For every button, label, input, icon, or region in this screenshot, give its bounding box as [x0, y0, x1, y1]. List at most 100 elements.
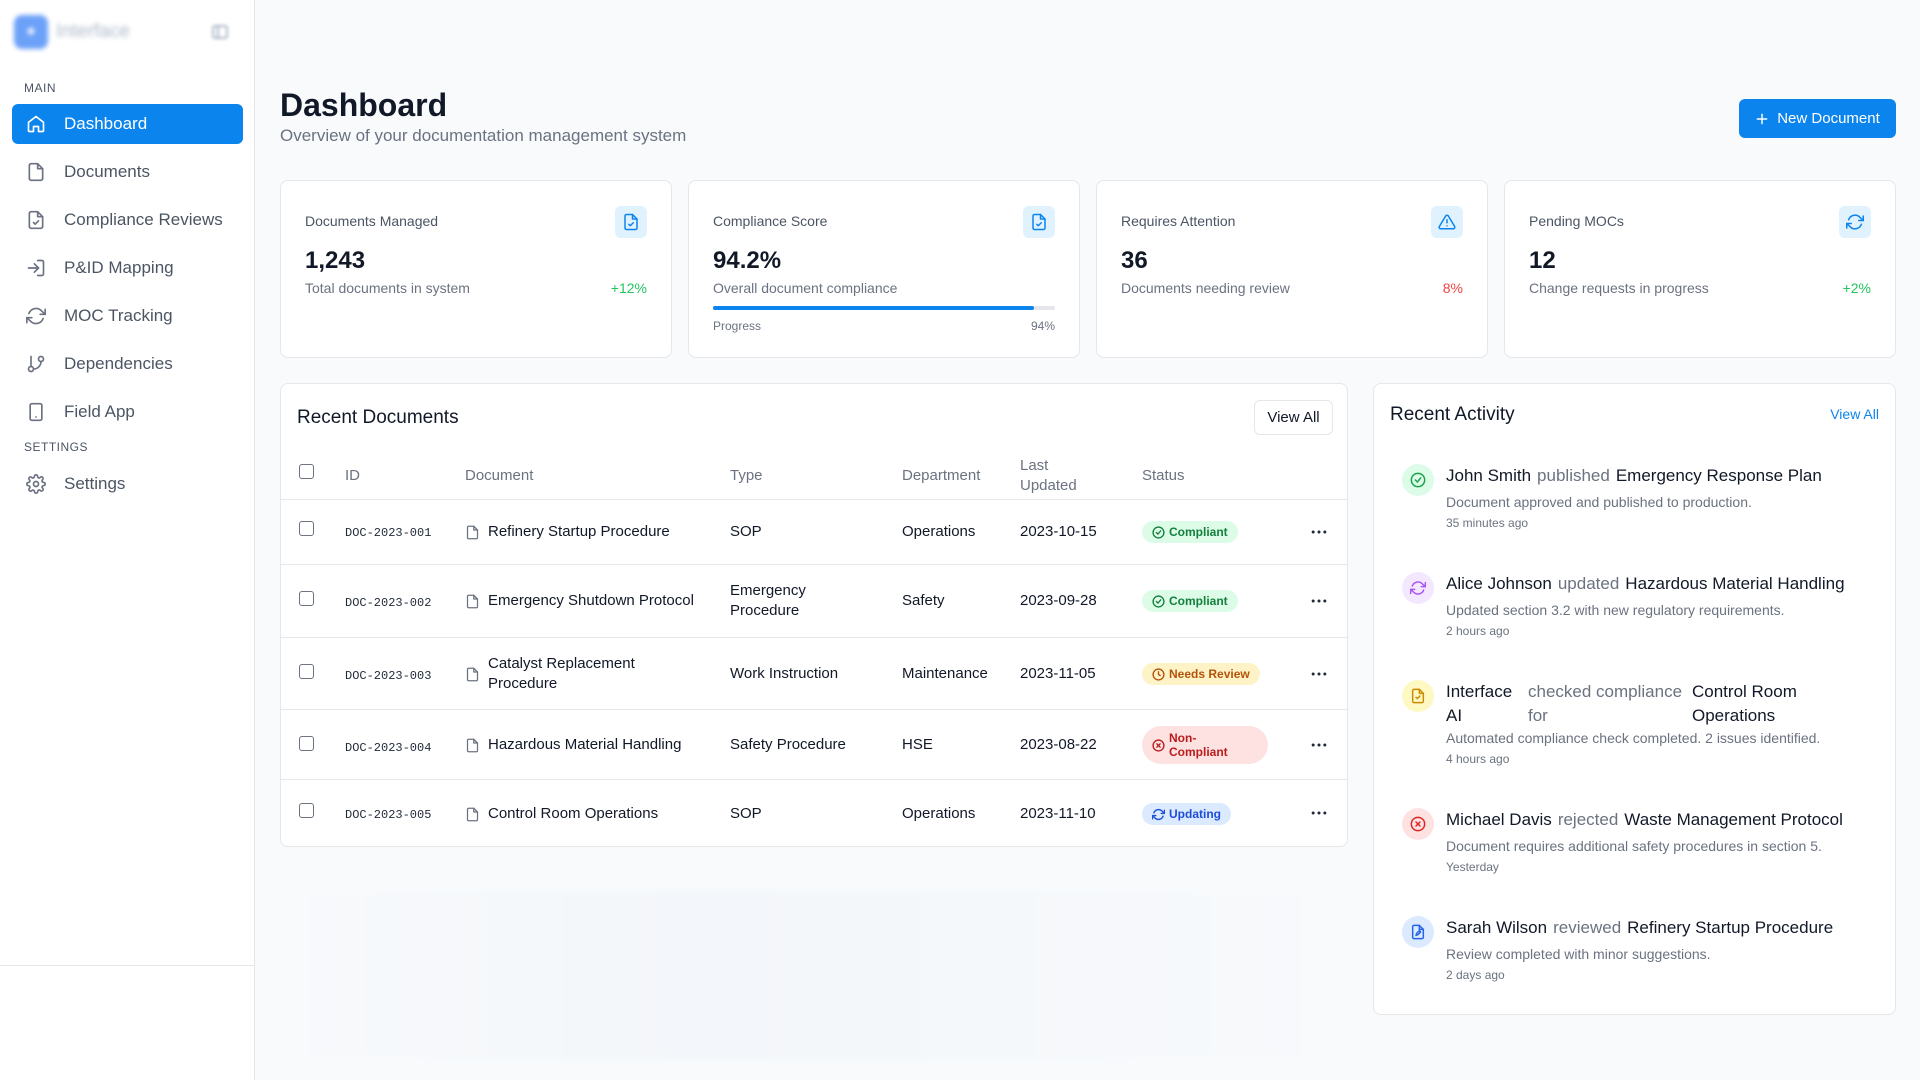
activity-target[interactable]: Hazardous Material Handling	[1625, 574, 1845, 593]
activity-headline: Sarah Wilson reviewed Refinery Startup P…	[1446, 916, 1833, 940]
stat-description: Overall document compliance	[713, 280, 898, 296]
sidebar-item-compliance-reviews[interactable]: Compliance Reviews	[12, 200, 243, 240]
recent-activity-panel: Recent Activity View All John Smith publ…	[1373, 383, 1896, 1015]
more-actions-icon[interactable]	[1309, 664, 1329, 684]
view-all-activity-link[interactable]: View All	[1830, 406, 1879, 422]
doc-id: DOC-2023-003	[345, 669, 432, 683]
activity-item: John Smith published Emergency Response …	[1402, 464, 1882, 554]
sidebar-item-dependencies[interactable]: Dependencies	[12, 344, 243, 384]
sidebar-item-label: Settings	[64, 474, 126, 493]
doc-name-cell[interactable]: Hazardous Material Handling	[465, 735, 705, 755]
doc-department: HSE	[902, 736, 933, 753]
column-header-department[interactable]: Department	[902, 467, 981, 484]
stat-card-requires-attention: Requires Attention 36 Documents needing …	[1096, 180, 1488, 358]
sidebar-item-settings[interactable]: Settings	[12, 464, 243, 504]
table-row[interactable]: DOC-2023-003 Catalyst Replacement Proced…	[281, 638, 1347, 710]
more-actions-icon[interactable]	[1309, 803, 1329, 823]
activity-description: Document approved and published to produ…	[1446, 494, 1752, 510]
activity-target[interactable]: Waste Management Protocol	[1624, 810, 1843, 829]
column-header-document[interactable]: Document	[465, 467, 534, 484]
table-row[interactable]: DOC-2023-005 Control Room Operations SOP…	[281, 780, 1347, 846]
more-actions-icon[interactable]	[1309, 735, 1329, 755]
doc-name[interactable]: Refinery Startup Procedure	[488, 523, 670, 540]
sidebar: ✦ Interface MAIN Dashboard Documents Com…	[0, 0, 255, 1080]
doc-id: DOC-2023-001	[345, 526, 432, 540]
doc-name-cell[interactable]: Catalyst Replacement Procedure	[465, 654, 665, 694]
table-row[interactable]: DOC-2023-002 Emergency Shutdown Protocol…	[281, 565, 1347, 638]
row-checkbox[interactable]	[299, 736, 314, 751]
sidebar-item-label: Dashboard	[64, 114, 148, 133]
doc-type: Emergency Procedure	[730, 582, 806, 619]
activity-description: Review completed with minor suggestions.	[1446, 946, 1711, 962]
new-document-button[interactable]: New Document	[1739, 99, 1896, 138]
row-checkbox[interactable]	[299, 521, 314, 536]
progress-value: 94%	[1030, 319, 1055, 333]
activity-headline: Alice Johnson updated Hazardous Material…	[1446, 572, 1845, 596]
activity-user[interactable]: Alice Johnson	[1446, 574, 1552, 593]
activity-user[interactable]: Michael Davis	[1446, 810, 1552, 829]
activity-target[interactable]: Control Room Operations	[1692, 682, 1797, 725]
row-checkbox[interactable]	[299, 664, 314, 679]
sidebar-item-label: Field App	[64, 402, 135, 421]
nav-section-main: MAIN	[24, 81, 56, 95]
doc-name[interactable]: Control Room Operations	[488, 805, 659, 822]
activity-user[interactable]: John Smith	[1446, 466, 1532, 485]
spark-icon: ✦	[14, 15, 48, 49]
doc-name[interactable]: Emergency Shutdown Protocol	[488, 592, 694, 609]
file-check-icon	[26, 210, 46, 230]
home-icon	[26, 114, 46, 134]
stat-label: Compliance Score	[713, 213, 828, 229]
column-header-id[interactable]: ID	[345, 467, 360, 484]
activity-user[interactable]: Interface AI	[1446, 682, 1513, 725]
stat-card-compliance-score: Compliance Score 94.2% Overall document …	[688, 180, 1080, 358]
doc-name-cell[interactable]: Emergency Shutdown Protocol	[465, 591, 705, 611]
column-header-last-updated[interactable]: Last Updated	[1020, 457, 1077, 494]
doc-id: DOC-2023-002	[345, 596, 432, 610]
refresh-icon	[1402, 572, 1434, 604]
stat-label: Documents Managed	[305, 213, 439, 229]
doc-type: SOP	[730, 523, 762, 540]
stat-value: 36	[1121, 247, 1148, 274]
gear-icon	[26, 474, 46, 494]
sidebar-item-documents[interactable]: Documents	[12, 152, 243, 192]
doc-name-cell[interactable]: Control Room Operations	[465, 804, 705, 824]
login-icon	[26, 258, 46, 278]
doc-name-cell[interactable]: Refinery Startup Procedure	[465, 522, 705, 542]
activity-time: 35 minutes ago	[1446, 516, 1529, 530]
sidebar-item-pid-mapping[interactable]: P&ID Mapping	[12, 248, 243, 288]
sidebar-item-field-app[interactable]: Field App	[12, 392, 243, 432]
status-badge: Needs Review	[1142, 663, 1260, 685]
activity-user[interactable]: Sarah Wilson	[1446, 918, 1548, 937]
status-text: Needs Review	[1169, 667, 1250, 681]
doc-name[interactable]: Hazardous Material Handling	[488, 736, 682, 753]
column-header-status[interactable]: Status	[1142, 467, 1185, 484]
table-row[interactable]: DOC-2023-001 Refinery Startup Procedure …	[281, 500, 1347, 565]
more-actions-icon[interactable]	[1309, 522, 1329, 542]
activity-item: Michael Davis rejected Waste Management …	[1402, 808, 1882, 898]
doc-type: Safety Procedure	[730, 736, 846, 753]
sidebar-toggle-icon[interactable]	[210, 22, 230, 42]
brand[interactable]: ✦ Interface	[14, 14, 130, 50]
activity-description: Automated compliance check completed. 2 …	[1446, 730, 1821, 746]
select-all-checkbox[interactable]	[299, 464, 314, 479]
file-icon	[465, 807, 480, 822]
row-checkbox[interactable]	[299, 803, 314, 818]
doc-id: DOC-2023-005	[345, 808, 432, 822]
column-header-type[interactable]: Type	[730, 467, 763, 484]
activity-target[interactable]: Refinery Startup Procedure	[1627, 918, 1834, 937]
doc-name[interactable]: Catalyst Replacement Procedure	[488, 655, 635, 692]
sidebar-item-dashboard[interactable]: Dashboard	[12, 104, 243, 144]
status-text: Updating	[1169, 807, 1221, 821]
table-row[interactable]: DOC-2023-004 Hazardous Material Handling…	[281, 710, 1347, 780]
sidebar-item-moc-tracking[interactable]: MOC Tracking	[12, 296, 243, 336]
stat-label: Requires Attention	[1121, 213, 1236, 229]
activity-verb: rejected	[1557, 810, 1619, 829]
more-actions-icon[interactable]	[1309, 591, 1329, 611]
refresh-icon	[1839, 206, 1871, 238]
view-all-documents-button[interactable]: View All	[1254, 400, 1333, 435]
row-checkbox[interactable]	[299, 591, 314, 606]
activity-target[interactable]: Emergency Response Plan	[1615, 466, 1822, 485]
activity-headline: John Smith published Emergency Response …	[1446, 464, 1822, 488]
activity-headline: Interface AI checked compliance for Cont…	[1446, 680, 1832, 728]
activity-item: Interface AI checked compliance for Cont…	[1402, 680, 1882, 790]
